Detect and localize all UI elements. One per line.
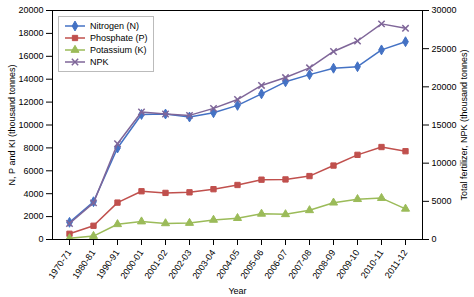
svg-text:Year: Year [228, 286, 246, 296]
svg-text:1980-81: 1980-81 [70, 248, 97, 281]
svg-text:16000: 16000 [18, 51, 43, 61]
svg-text:0: 0 [38, 234, 43, 244]
svg-text:30000: 30000 [432, 5, 457, 15]
svg-text:5000: 5000 [432, 196, 452, 206]
svg-text:1970-71: 1970-71 [46, 248, 73, 281]
html-text:Phosphate (P): Phosphate (P) [90, 33, 148, 43]
svg-text:2007-08: 2007-08 [286, 248, 313, 281]
svg-text:2003-04: 2003-04 [190, 248, 217, 281]
svg-text:20000: 20000 [18, 5, 43, 15]
svg-text:2010-11: 2010-11 [359, 248, 386, 280]
svg-text:N, P and KI (thousand tonnes): N, P and KI (thousand tonnes) [7, 65, 17, 186]
svg-text:10000: 10000 [432, 158, 457, 168]
svg-text:2000: 2000 [23, 211, 43, 221]
svg-text:1990-91: 1990-91 [94, 248, 121, 281]
svg-text:2009-10: 2009-10 [334, 248, 361, 281]
html-text:Nitrogen (N): Nitrogen (N) [90, 21, 139, 31]
svg-text:4000: 4000 [23, 189, 43, 199]
svg-text:20000: 20000 [432, 82, 457, 92]
svg-text:Total fertilizer, NPK (thousan: Total fertilizer, NPK (thousand tonnes) [459, 49, 469, 200]
svg-text:2006-07: 2006-07 [262, 248, 289, 281]
svg-text:10000: 10000 [18, 120, 43, 130]
svg-text:2004-05: 2004-05 [214, 248, 241, 281]
svg-text:14000: 14000 [18, 74, 43, 84]
svg-text:15000: 15000 [432, 120, 457, 130]
svg-text:12000: 12000 [18, 97, 43, 107]
svg-text:8000: 8000 [23, 143, 43, 153]
svg-text:0: 0 [432, 234, 437, 244]
html-text:Potassium (K): Potassium (K) [90, 45, 147, 55]
svg-text:2002-03: 2002-03 [166, 248, 193, 281]
html-text:NPK: NPK [90, 57, 109, 67]
svg-text:2008-09: 2008-09 [310, 248, 337, 281]
svg-text:6000: 6000 [23, 166, 43, 176]
svg-text:2001-02: 2001-02 [142, 248, 169, 281]
svg-text:2005-06: 2005-06 [238, 248, 265, 281]
svg-text:2011-12: 2011-12 [383, 248, 410, 280]
svg-text:2000-01: 2000-01 [118, 248, 145, 281]
svg-text:25000: 25000 [432, 44, 457, 54]
svg-text:18000: 18000 [18, 28, 43, 38]
